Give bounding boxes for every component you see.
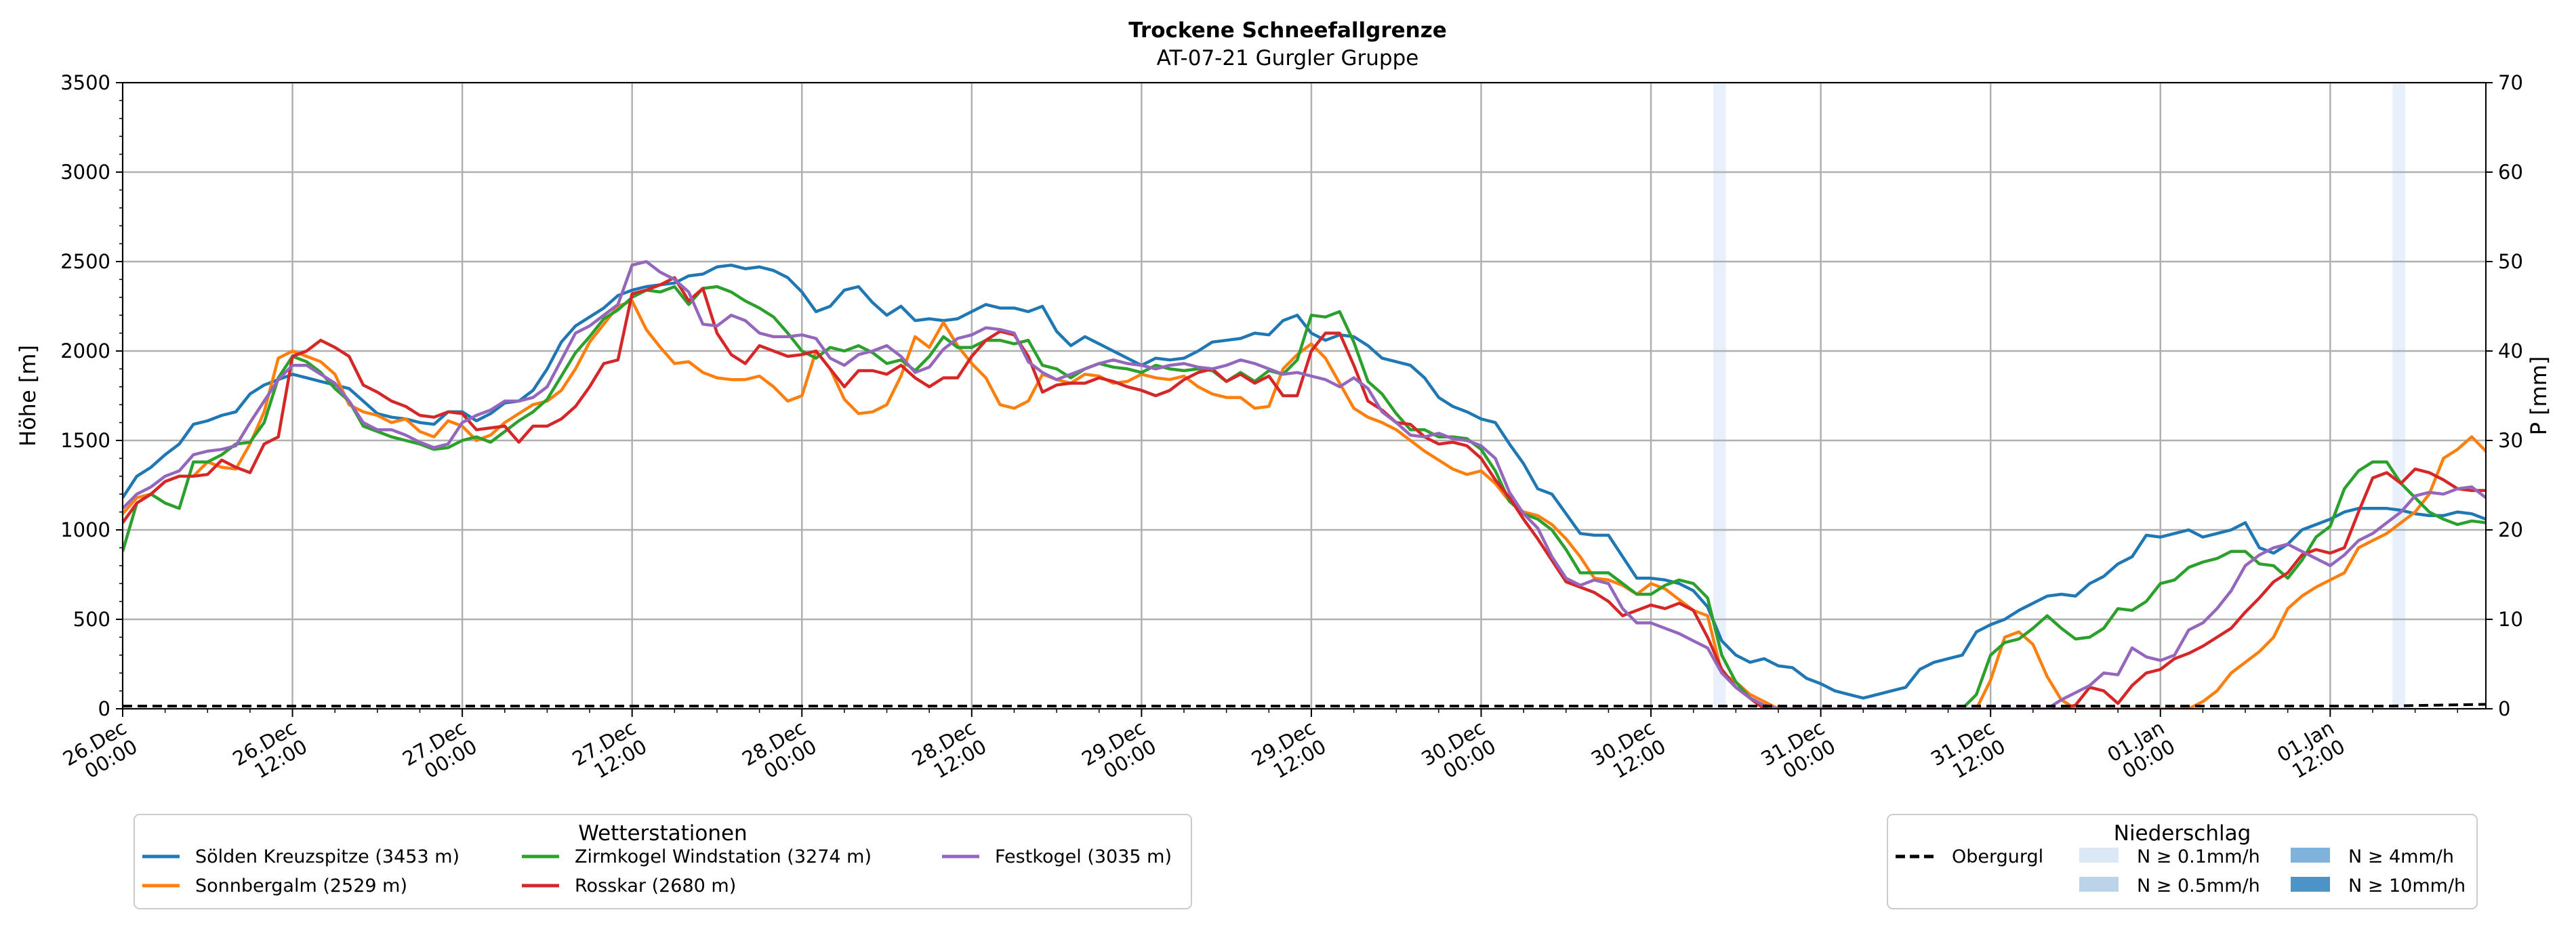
- series-line-2: [123, 299, 2486, 709]
- precip-legend-label-4: N ≥ 10mm/h: [2348, 875, 2466, 896]
- precip-legend-patch-4: [2291, 877, 2330, 892]
- y-axis-ticks: 0 500 1000 1500 2000 2500 3000 3500: [60, 71, 123, 720]
- legend-label-5: Festkogel (3035 m): [995, 846, 1172, 867]
- precip-legend-title: Niederschlag: [2114, 821, 2251, 846]
- precip-legend-patch-2: [2079, 877, 2119, 892]
- y-tick-label: 3500: [60, 71, 110, 94]
- precip-legend-label-2: N ≥ 0.5mm/h: [2137, 875, 2260, 896]
- y2-tick-label: 10: [2498, 608, 2523, 631]
- stations-legend-entries: Sölden Kreuzspitze (3453 m) Sonnbergalm (…: [142, 846, 1172, 896]
- y2-tick-label: 60: [2498, 161, 2523, 184]
- y-tick-label: 0: [98, 697, 110, 720]
- series-layer: [123, 260, 2486, 709]
- precip-bands: [1713, 83, 2405, 709]
- y-tick-label: 3000: [60, 161, 110, 184]
- precip-legend: Niederschlag Obergurgl N ≥ 0.1mm/h N ≥ 0.5…: [1887, 814, 2478, 909]
- y-tick-label: 1500: [60, 429, 110, 452]
- y-tick-label: 1000: [60, 518, 110, 541]
- precip-layer: [123, 703, 2486, 707]
- y2-tick-label: 20: [2498, 518, 2523, 541]
- stations-legend-title: Wetterstationen: [578, 821, 747, 846]
- precip-legend-label-1: N ≥ 0.1mm/h: [2137, 846, 2260, 867]
- precip-legend-label-line: Obergurgl: [1952, 846, 2043, 867]
- series-line-5: [123, 260, 2486, 709]
- y2-axis-label: P [mm]: [2526, 356, 2552, 436]
- stations-legend: Wetterstationen Sölden Kreuzspitze (3453…: [134, 814, 1192, 909]
- y2-tick-label: 40: [2498, 339, 2523, 363]
- y-tick-label: 2500: [60, 250, 110, 273]
- chart-subtitle: AT-07-21 Gurgler Gruppe: [1157, 46, 1419, 70]
- precip-legend-patch-1: [2079, 848, 2119, 863]
- legend-label-1: Sölden Kreuzspitze (3453 m): [195, 846, 459, 867]
- y2-axis-ticks: 0 10 20 30 40 50 60 70: [2486, 71, 2523, 720]
- y2-tick-label: 30: [2498, 429, 2523, 452]
- legend-label-4: Rosskar (2680 m): [575, 875, 736, 896]
- y2-tick-label: 70: [2498, 71, 2523, 94]
- y-tick-label: 500: [73, 608, 110, 631]
- precip-band: [2392, 83, 2405, 709]
- precip-legend-label-3: N ≥ 4mm/h: [2348, 846, 2454, 867]
- stations-legend-box: [134, 814, 1192, 909]
- legend-label-3: Zirmkogel Windstation (3274 m): [575, 846, 872, 867]
- legend-label-2: Sonnbergalm (2529 m): [195, 875, 407, 896]
- series-line-4: [123, 276, 2486, 709]
- y-axis-label: Höhe [m]: [15, 345, 41, 447]
- plot-frame: [122, 82, 2487, 709]
- precip-band: [1713, 83, 1726, 709]
- y-tick-label: 2000: [60, 339, 110, 363]
- precip-legend-patch-3: [2291, 848, 2330, 863]
- precip-line-obergurgl: [123, 703, 2486, 707]
- chart-title: Trockene Schneefallgrenze: [1128, 18, 1447, 43]
- y2-tick-label: 0: [2498, 697, 2510, 720]
- precip-legend-entries: Obergurgl N ≥ 0.1mm/h N ≥ 0.5mm/h N ≥ 4mm/h…: [1896, 846, 2466, 896]
- y2-tick-label: 50: [2498, 250, 2523, 273]
